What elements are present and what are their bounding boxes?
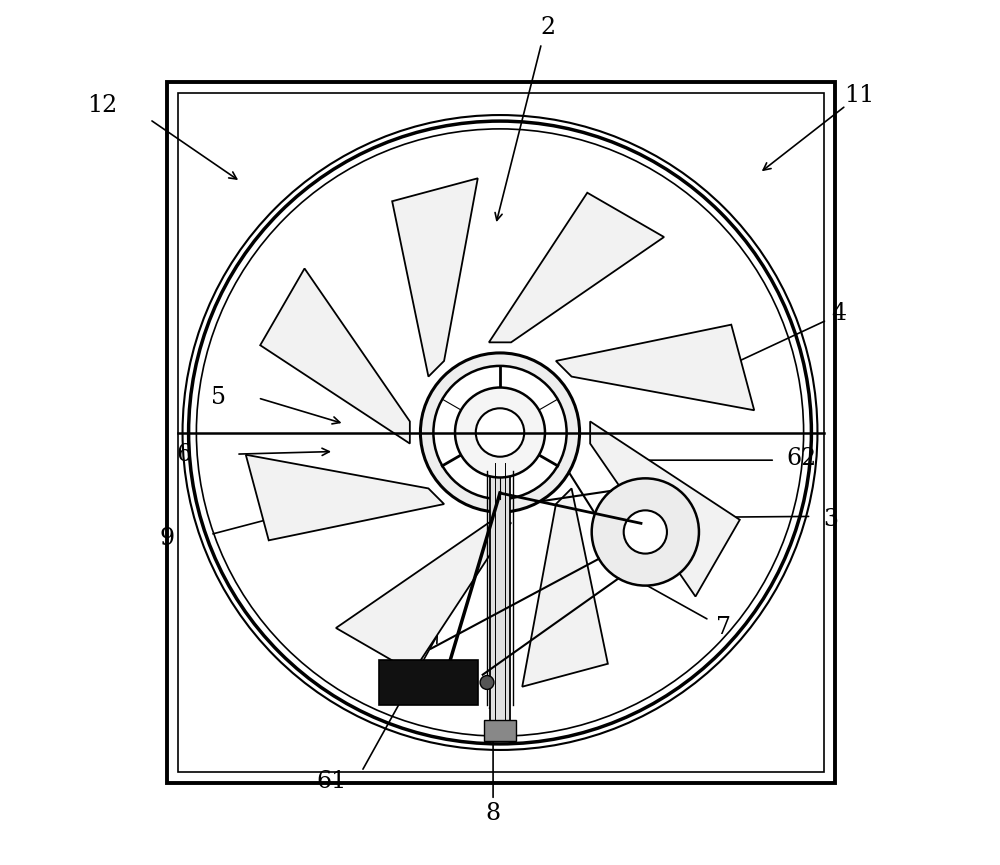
Polygon shape [490, 463, 510, 731]
Circle shape [433, 366, 567, 499]
Text: 4: 4 [832, 302, 847, 324]
Text: 2: 2 [540, 16, 555, 39]
Text: 3: 3 [823, 508, 838, 530]
Text: 5: 5 [211, 387, 226, 409]
Text: 12: 12 [87, 94, 117, 117]
Circle shape [420, 353, 580, 512]
Polygon shape [336, 522, 511, 672]
Text: 9: 9 [159, 527, 175, 549]
Polygon shape [484, 720, 516, 741]
Circle shape [624, 510, 667, 554]
Polygon shape [489, 193, 664, 343]
Polygon shape [522, 489, 608, 687]
Circle shape [182, 114, 818, 751]
Text: 6: 6 [177, 443, 192, 465]
Polygon shape [260, 268, 410, 444]
Text: 11: 11 [844, 84, 874, 106]
Circle shape [480, 676, 494, 689]
Text: 61: 61 [316, 770, 346, 792]
Circle shape [592, 478, 699, 586]
Text: 62: 62 [786, 447, 816, 470]
Polygon shape [246, 455, 444, 541]
Polygon shape [392, 178, 478, 376]
Text: 8: 8 [486, 802, 501, 824]
Polygon shape [556, 324, 754, 410]
Text: 7: 7 [716, 616, 731, 638]
Polygon shape [590, 421, 740, 597]
Circle shape [455, 388, 545, 477]
Polygon shape [379, 660, 478, 705]
Circle shape [476, 408, 524, 457]
